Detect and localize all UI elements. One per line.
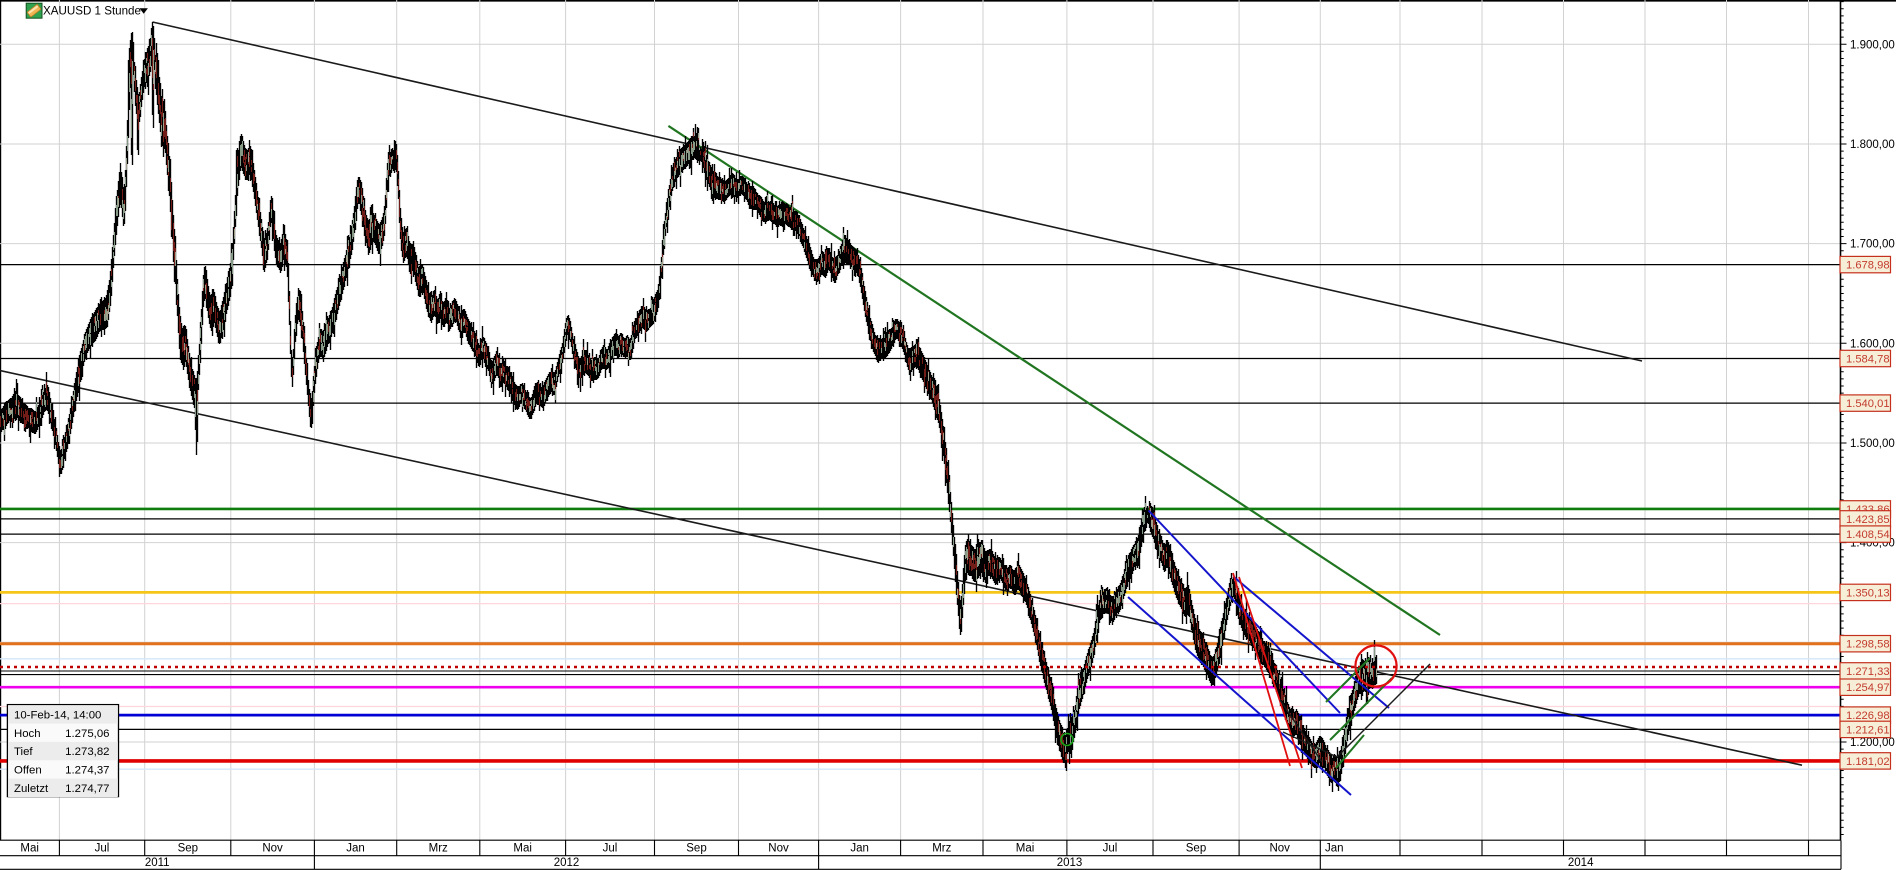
svg-text:Mrz: Mrz — [932, 843, 951, 855]
svg-text:2013: 2013 — [1057, 857, 1083, 869]
svg-text:1.181,02: 1.181,02 — [1846, 756, 1890, 768]
svg-text:1.423,85: 1.423,85 — [1846, 514, 1890, 526]
svg-text:2012: 2012 — [554, 857, 580, 869]
svg-text:Hoch: Hoch — [14, 728, 41, 740]
svg-text:1.200,00: 1.200,00 — [1850, 737, 1895, 749]
svg-text:Jan: Jan — [850, 843, 869, 855]
svg-text:XAUUSD 1 Stunde: XAUUSD 1 Stunde — [43, 5, 141, 18]
svg-text:1.900,00: 1.900,00 — [1850, 39, 1895, 51]
svg-text:1.584,78: 1.584,78 — [1846, 354, 1890, 366]
svg-text:1.350,13: 1.350,13 — [1846, 587, 1890, 599]
svg-text:Nov: Nov — [262, 843, 283, 855]
svg-text:1.700,00: 1.700,00 — [1850, 239, 1895, 251]
svg-text:Zuletzt: Zuletzt — [14, 783, 49, 795]
svg-text:Nov: Nov — [768, 843, 789, 855]
svg-text:1.274,37: 1.274,37 — [65, 765, 109, 777]
svg-text:1.298,58: 1.298,58 — [1846, 639, 1890, 651]
svg-text:1.678,98: 1.678,98 — [1846, 260, 1890, 272]
svg-text:Mai: Mai — [1016, 843, 1035, 855]
svg-text:Jul: Jul — [1103, 843, 1118, 855]
svg-text:1.275,06: 1.275,06 — [65, 728, 109, 740]
svg-text:Tief: Tief — [14, 746, 33, 758]
svg-text:1.254,97: 1.254,97 — [1846, 682, 1890, 694]
svg-text:1.274,77: 1.274,77 — [65, 783, 109, 795]
svg-text:Nov: Nov — [1269, 843, 1290, 855]
svg-text:Jul: Jul — [95, 843, 110, 855]
svg-text:10-Feb-14, 14:00: 10-Feb-14, 14:00 — [14, 709, 101, 721]
svg-text:1.212,61: 1.212,61 — [1846, 724, 1890, 736]
svg-text:1.800,00: 1.800,00 — [1850, 139, 1895, 151]
svg-text:Jan: Jan — [1325, 843, 1344, 855]
svg-text:Offen: Offen — [14, 765, 42, 777]
svg-text:1.271,33: 1.271,33 — [1846, 666, 1890, 678]
svg-text:Sep: Sep — [178, 843, 198, 855]
svg-text:Sep: Sep — [686, 843, 706, 855]
svg-text:1.540,01: 1.540,01 — [1846, 398, 1890, 410]
svg-text:2014: 2014 — [1568, 857, 1594, 869]
svg-text:Jan: Jan — [346, 843, 365, 855]
svg-text:2011: 2011 — [145, 857, 170, 869]
svg-text:1.600,00: 1.600,00 — [1850, 338, 1895, 350]
svg-text:Sep: Sep — [1186, 843, 1206, 855]
svg-text:Mai: Mai — [20, 843, 39, 855]
svg-text:1.408,54: 1.408,54 — [1846, 529, 1890, 541]
svg-text:Jul: Jul — [603, 843, 618, 855]
svg-text:Mrz: Mrz — [429, 843, 448, 855]
svg-text:1.273,82: 1.273,82 — [65, 746, 109, 758]
svg-text:1.500,00: 1.500,00 — [1850, 438, 1895, 450]
svg-text:1.226,98: 1.226,98 — [1846, 710, 1890, 722]
svg-text:Mai: Mai — [513, 843, 532, 855]
